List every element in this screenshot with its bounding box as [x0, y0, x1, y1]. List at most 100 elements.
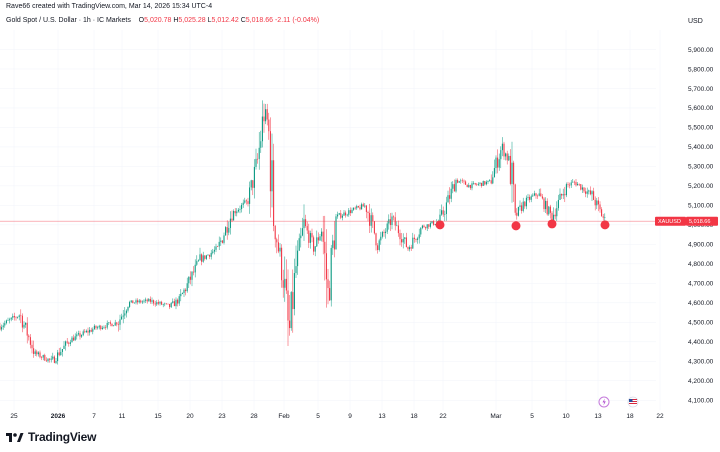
candle-body: [49, 358, 51, 360]
candle-body: [225, 227, 227, 236]
candle-body: [10, 317, 12, 320]
candle-body: [599, 204, 601, 210]
creator-caption: Rave66 created with TradingView.com, Mar…: [6, 3, 213, 10]
candle-body: [485, 181, 487, 185]
candle-body: [114, 322, 116, 326]
candle-body: [12, 315, 14, 318]
candle-body: [473, 183, 475, 184]
time-tick-label: 23: [218, 413, 226, 420]
open-label: O: [138, 17, 145, 24]
candle-body: [490, 180, 492, 184]
candle-body: [189, 276, 191, 280]
candle-body: [68, 342, 70, 344]
candle-body: [2, 325, 4, 328]
candle-body: [157, 302, 159, 304]
candle-body: [127, 306, 129, 311]
time-tick-label: 7: [92, 413, 96, 420]
candle-body: [268, 119, 270, 132]
candle-body: [313, 237, 315, 252]
time-tick-label: 18: [410, 413, 418, 420]
candle-body: [402, 238, 404, 243]
candle-body: [359, 207, 361, 210]
candle-body: [161, 301, 163, 305]
candle-body: [111, 323, 113, 327]
candle-body: [461, 180, 463, 182]
candle-body: [233, 210, 235, 221]
close-label: C: [240, 17, 246, 24]
candle-body: [541, 196, 543, 199]
candle-body: [61, 348, 63, 352]
candle-body: [308, 230, 310, 243]
candle-body: [503, 143, 505, 157]
time-tick-label: 13: [378, 413, 386, 420]
time-tick-label: 2026: [51, 413, 66, 420]
last-price-tag-symbol: XAUUSD: [658, 219, 681, 225]
candle-body: [292, 292, 294, 310]
candle-body: [250, 180, 252, 188]
candle-body: [7, 320, 9, 321]
candle-body: [460, 180, 462, 182]
candle-body: [570, 182, 572, 186]
candle-body: [156, 302, 158, 305]
candle-body: [573, 181, 575, 183]
candle-body: [106, 322, 108, 328]
candle-body: [561, 193, 563, 196]
candle-body: [434, 224, 436, 225]
candle-body: [593, 191, 595, 200]
candle-body: [95, 325, 97, 329]
candle-body: [417, 238, 419, 240]
candle-body: [289, 320, 291, 329]
candle-body: [389, 219, 391, 226]
high-value: 5,025.28: [178, 17, 206, 24]
candle-body: [101, 327, 103, 330]
price-tick-label: 5,700.00: [688, 86, 714, 93]
price-tick-label: 5,100.00: [688, 203, 714, 210]
candle-body: [413, 237, 415, 240]
candle-body: [117, 324, 119, 326]
candle-body: [273, 160, 275, 226]
candle-body: [153, 300, 155, 304]
candle-body: [519, 205, 521, 207]
candle-body: [249, 187, 251, 204]
candle-body: [546, 200, 548, 215]
candle-body: [140, 300, 142, 303]
candle-body: [201, 254, 203, 262]
candle-body: [469, 184, 471, 189]
candle-body: [500, 150, 502, 160]
candle-body: [477, 183, 479, 185]
candle-body: [124, 313, 126, 316]
price-tick-label: 5,300.00: [688, 164, 714, 171]
price-tick-label: 5,900.00: [688, 47, 714, 54]
price-tick-label: 5,800.00: [688, 66, 714, 73]
candle-body: [229, 218, 231, 228]
candle-body: [458, 181, 460, 183]
candle-body: [18, 315, 20, 318]
candle-body: [170, 302, 172, 308]
candle-body: [285, 278, 287, 291]
candle-body: [26, 322, 28, 336]
candle-body: [498, 159, 500, 168]
price-chart[interactable]: 4,100.00 4,200.00 4,300.00 4,400.00 4,500.00…: [0, 0, 720, 430]
candle-body: [37, 352, 39, 355]
candle-body: [193, 271, 195, 273]
candle-body: [501, 143, 503, 151]
candle-body: [84, 331, 86, 333]
candle-body: [239, 209, 241, 210]
candle-body: [93, 325, 95, 330]
candle-body: [517, 206, 519, 216]
candle-body: [393, 216, 395, 218]
lightning-icon[interactable]: [598, 396, 610, 408]
candle-body: [213, 249, 215, 252]
candle-body: [557, 199, 559, 209]
candle-body: [594, 199, 596, 206]
candle-body: [298, 238, 300, 251]
time-tick-label: 28: [250, 413, 258, 420]
us-flag-icon[interactable]: [627, 396, 639, 408]
candle-body: [220, 240, 222, 242]
candle-body: [356, 206, 358, 209]
candle-body: [113, 325, 115, 327]
candle-body: [34, 351, 36, 354]
tradingview-brand[interactable]: TradingView: [6, 430, 96, 444]
candle-body: [202, 255, 204, 262]
candle-body: [426, 224, 428, 229]
